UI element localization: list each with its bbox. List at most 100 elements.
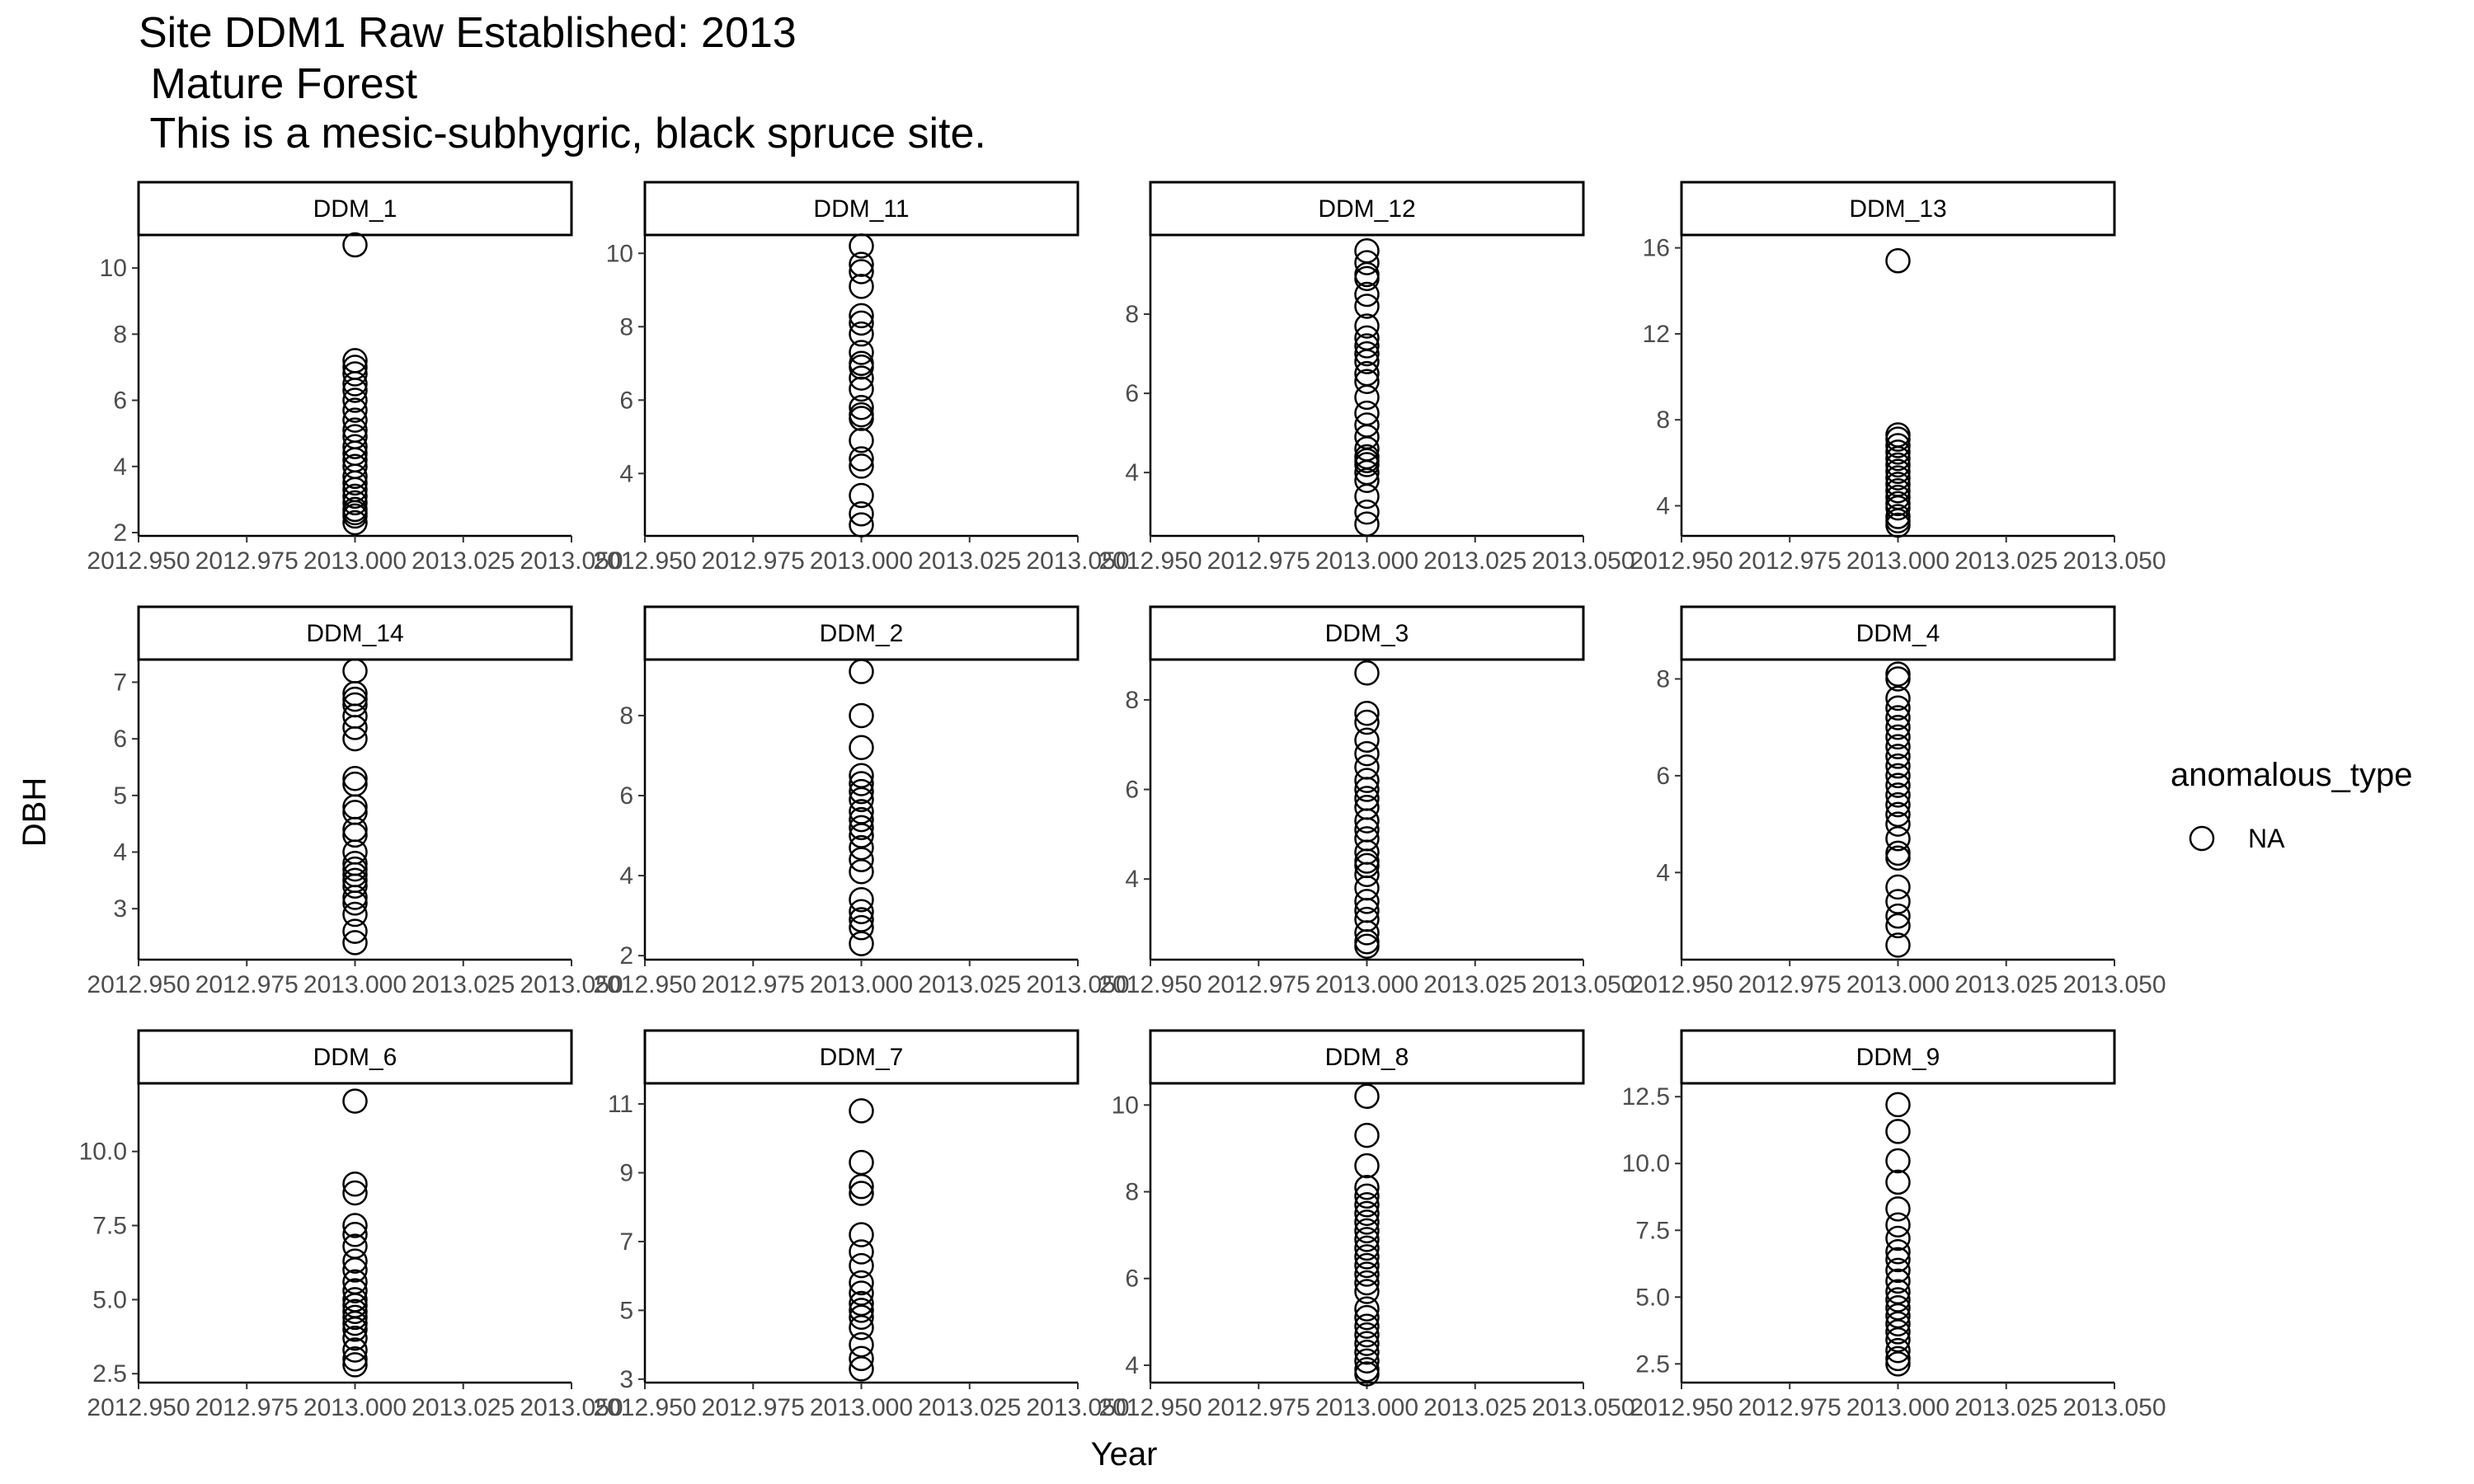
y-tick-label: 4 [1656, 859, 1670, 886]
y-tick-label: 10.0 [1622, 1150, 1670, 1177]
x-tick-label: 2013.000 [1846, 971, 1950, 998]
data-point [1885, 465, 1911, 491]
chart-title-line-2: Mature Forest [139, 60, 418, 108]
y-tick-label: 8 [1656, 665, 1670, 693]
facet-strip-label: DDM_2 [820, 620, 904, 647]
y-tick-label: 6 [113, 726, 127, 753]
data-point [1885, 791, 1911, 818]
x-tick-label: 2013.000 [303, 547, 407, 575]
y-tick-label: 6 [1125, 777, 1139, 804]
x-tick-label: 2013.025 [1423, 547, 1526, 575]
data-point [1885, 1311, 1911, 1336]
data-point [1354, 483, 1380, 510]
data-point [1354, 1304, 1380, 1331]
y-tick-label: 5.0 [1635, 1284, 1670, 1311]
facet-strip-label: DDM_3 [1325, 620, 1409, 647]
data-point [849, 659, 874, 684]
data-point [342, 771, 368, 797]
data-point [849, 787, 874, 813]
x-tick-label: 2012.975 [1738, 547, 1841, 575]
data-point [1885, 445, 1911, 472]
data-point [342, 1180, 368, 1206]
y-tick-label: 7 [113, 669, 127, 696]
data-point [1885, 773, 1911, 798]
x-tick-label: 2013.025 [918, 1394, 1021, 1421]
facet-strip [1149, 181, 1585, 237]
data-point [1354, 777, 1380, 802]
x-tick-label: 2013.000 [1315, 971, 1418, 998]
data-point [1885, 1225, 1911, 1252]
data-point [342, 686, 368, 712]
y-tick-label: 7.5 [1635, 1217, 1670, 1244]
x-tick-label: 2013.000 [810, 971, 913, 998]
data-point [849, 376, 874, 402]
data-point [342, 434, 368, 459]
data-point [1885, 1148, 1911, 1174]
data-point [1354, 660, 1380, 686]
y-tick-label: 10.0 [79, 1139, 127, 1166]
facet-panel: DDM_12 4 6 8 2012.950 2012.975 2013.000 2013.02… [1098, 181, 1635, 575]
data-point [1885, 724, 1911, 750]
data-point [1354, 250, 1380, 275]
x-tick-label: 2012.975 [195, 1394, 299, 1421]
data-point [849, 1331, 874, 1358]
data-point [1354, 740, 1380, 767]
data-point [1354, 1313, 1380, 1339]
data-point [342, 1337, 368, 1363]
data-point [849, 303, 874, 329]
facet-strip-label: DDM_8 [1325, 1044, 1409, 1071]
data-point [1885, 1337, 1911, 1364]
x-tick-label: 2012.975 [1207, 971, 1310, 998]
x-tick-label: 2013.050 [2062, 547, 2166, 575]
facet-strip-label: DDM_4 [1856, 620, 1940, 647]
data-point [1885, 874, 1911, 900]
y-tick-label: 4 [619, 862, 633, 890]
data-point [342, 930, 368, 956]
y-tick-label: 12.5 [1622, 1083, 1670, 1111]
x-tick-label: 2013.025 [412, 1394, 515, 1421]
data-point [849, 453, 874, 479]
x-tick-label: 2013.050 [2062, 971, 2166, 998]
data-point [1354, 384, 1380, 411]
data-point [849, 274, 874, 299]
x-tick-label: 2013.050 [1026, 1394, 1129, 1421]
x-tick-label: 2013.000 [303, 1394, 407, 1421]
data-point [849, 394, 874, 420]
legend-title: anomalous_type [2171, 757, 2413, 793]
facet-strip-label: DDM_13 [1849, 195, 1946, 223]
y-tick-label: 4 [113, 839, 127, 866]
x-tick-label: 2012.975 [195, 547, 299, 575]
data-point [1885, 426, 1911, 452]
data-point [1885, 1119, 1911, 1144]
data-point [1885, 845, 1911, 871]
data-point [1354, 1209, 1380, 1235]
data-point [1885, 782, 1911, 808]
x-tick-label: 2012.975 [702, 971, 805, 998]
facet-strip [1680, 1029, 2116, 1085]
facet-strip [643, 1029, 1079, 1085]
x-tick-label: 2013.000 [810, 547, 913, 575]
data-point [1885, 840, 1911, 866]
data-point [1354, 1235, 1380, 1261]
data-point [342, 378, 368, 403]
data-point [849, 310, 874, 336]
data-point [342, 490, 368, 516]
data-point [1885, 801, 1911, 828]
facet-strip [1680, 605, 2116, 661]
data-point [1354, 265, 1380, 292]
data-point [1354, 333, 1380, 359]
data-point [849, 1222, 874, 1247]
data-point [1885, 478, 1911, 504]
data-point [1354, 467, 1380, 494]
x-tick-label: 2012.950 [87, 971, 190, 998]
y-tick-label: 2.5 [1635, 1350, 1670, 1378]
data-point [849, 1252, 874, 1279]
data-point [1354, 768, 1380, 793]
facet-strip [137, 1029, 573, 1085]
data-point [342, 1304, 368, 1331]
data-point [849, 259, 874, 284]
y-tick-label: 11 [608, 1091, 633, 1118]
